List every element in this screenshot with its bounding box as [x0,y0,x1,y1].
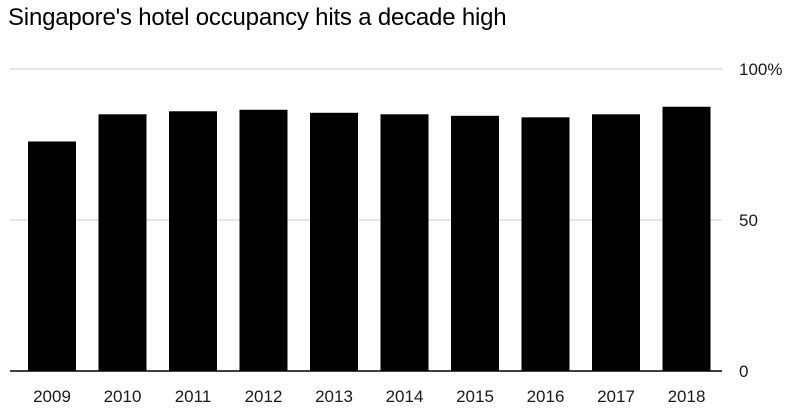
bar-2016 [521,117,570,371]
bar-2017 [592,114,640,372]
x-tick-label-2018: 2018 [668,387,706,406]
x-tick-label-2016: 2016 [527,387,565,406]
x-tick-label-2012: 2012 [245,387,283,406]
x-tick-label-2013: 2013 [315,387,353,406]
y-tick-label-0: 0 [739,362,748,381]
y-axis-ticks: 0 50 100% [739,60,782,381]
x-tick-label-2009: 2009 [33,387,71,406]
x-tick-label-2017: 2017 [597,387,635,406]
x-tick-label-2015: 2015 [456,387,494,406]
bar-2018 [662,106,711,371]
bar-2012 [239,109,288,372]
bar-2009 [28,141,76,371]
bar-2015 [451,115,499,371]
x-tick-label-2014: 2014 [386,387,424,406]
bar-2011 [169,111,217,371]
bars [28,106,711,372]
x-tick-label-2010: 2010 [104,387,142,406]
y-tick-label-100: 100% [739,60,782,79]
bar-2013 [310,112,358,371]
bar-2010 [98,114,147,372]
chart-title: Singapore's hotel occupancy hits a decad… [8,4,507,31]
bar-2014 [380,114,429,372]
x-axis-ticks: 2009 2010 2011 2012 2013 2014 2015 2016 2017 2018 [33,387,705,406]
x-tick-label-2011: 2011 [175,387,212,406]
y-tick-label-50: 50 [739,211,758,230]
